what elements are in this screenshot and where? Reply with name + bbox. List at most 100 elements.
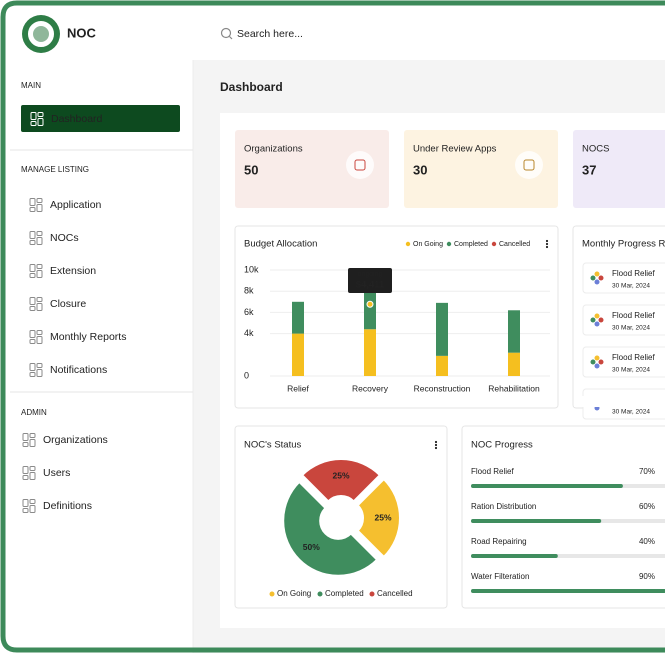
menu-icon bbox=[36, 369, 43, 377]
menu-item[interactable]: Dashboard bbox=[51, 113, 103, 125]
more-menu[interactable] bbox=[434, 443, 438, 447]
menu-item[interactable]: Users bbox=[43, 467, 70, 479]
legend-label: Cancelled bbox=[377, 589, 413, 598]
menu-item[interactable]: NOCs bbox=[50, 232, 79, 244]
report-icon bbox=[598, 317, 604, 323]
tooltip-point bbox=[366, 300, 374, 308]
report-icon bbox=[590, 359, 596, 365]
menu-item[interactable]: Definitions bbox=[43, 500, 92, 512]
y-tick-label: 4k bbox=[244, 328, 254, 338]
menu-icon bbox=[22, 499, 29, 507]
menu-icon bbox=[36, 330, 43, 335]
progress-label: Ration Distribution bbox=[471, 502, 536, 511]
legend-label: On Going bbox=[277, 589, 311, 598]
stat-label: Under Review Apps bbox=[413, 144, 497, 155]
menu-icon bbox=[22, 466, 29, 474]
bar-segment bbox=[508, 352, 520, 376]
bar-segment bbox=[364, 290, 376, 330]
report-icon bbox=[598, 275, 604, 281]
monthly-fade bbox=[574, 396, 665, 407]
progress-label: Flood Relief bbox=[471, 467, 514, 476]
slice-label: 25% bbox=[332, 470, 349, 480]
more-menu[interactable] bbox=[545, 239, 549, 243]
card-title: Monthly Progress Report bbox=[582, 239, 665, 250]
menu-icon bbox=[36, 198, 43, 203]
menu-item[interactable]: Extension bbox=[50, 265, 96, 277]
report-item[interactable] bbox=[582, 262, 665, 294]
legend-swatch bbox=[491, 241, 497, 247]
menu-icon bbox=[29, 297, 36, 305]
more-menu[interactable] bbox=[434, 446, 438, 450]
progress-value: 40% bbox=[639, 537, 655, 546]
menu-icon bbox=[29, 273, 36, 278]
stat-label: Organizations bbox=[244, 144, 303, 155]
progress-value: 90% bbox=[639, 572, 655, 581]
status-card bbox=[234, 425, 448, 609]
menu-item[interactable]: Application bbox=[50, 199, 102, 211]
menu-icon bbox=[29, 330, 36, 338]
menu-active-bg[interactable] bbox=[21, 105, 180, 132]
menu-icon bbox=[36, 303, 43, 311]
legend-label: Cancelled bbox=[499, 241, 530, 248]
menu-item[interactable]: Closure bbox=[50, 298, 86, 310]
tooltip bbox=[348, 268, 392, 293]
report-title: Flood Relief bbox=[612, 353, 655, 362]
stat-value: 37 bbox=[582, 162, 596, 177]
legend-label: Completed bbox=[454, 241, 488, 248]
pie-slice bbox=[356, 477, 401, 559]
more-menu[interactable] bbox=[434, 440, 438, 444]
report-icon bbox=[590, 317, 596, 323]
bar-segment bbox=[508, 310, 520, 353]
menu-icon bbox=[30, 121, 37, 126]
progress-fill bbox=[471, 484, 623, 488]
menu-icon bbox=[36, 270, 43, 278]
menu-icon bbox=[29, 240, 36, 245]
stat-value: 50 bbox=[244, 162, 258, 177]
menu-icon bbox=[29, 439, 36, 447]
progress-fill bbox=[471, 554, 558, 558]
menu-icon bbox=[29, 339, 36, 344]
report-date: 30 Mar, 2024 bbox=[612, 283, 650, 290]
menu-item[interactable]: Monthly Reports bbox=[50, 331, 126, 343]
report-title: Flood Relief bbox=[612, 311, 655, 320]
stat-card bbox=[235, 130, 389, 208]
menu-icon bbox=[36, 336, 43, 344]
y-tick-label: 8k bbox=[244, 286, 254, 296]
pie-slice bbox=[300, 458, 382, 503]
report-icon bbox=[594, 321, 600, 327]
bar-segment bbox=[364, 329, 376, 376]
report-icon bbox=[594, 313, 600, 319]
menu-icon bbox=[22, 442, 29, 447]
more-menu[interactable] bbox=[545, 242, 549, 246]
sidebar-section-title: MANAGE LISTING bbox=[21, 165, 89, 174]
search-input[interactable]: Search here... bbox=[237, 28, 303, 40]
tooltip-value: $4,411 bbox=[356, 280, 385, 291]
menu-icon bbox=[36, 231, 43, 236]
page-title: Dashboard bbox=[220, 80, 283, 94]
search-icon bbox=[220, 27, 232, 39]
report-item[interactable] bbox=[582, 304, 665, 336]
legend-swatch bbox=[269, 591, 275, 597]
sidebar-section-title: MAIN bbox=[21, 81, 41, 90]
menu-icon bbox=[29, 505, 36, 513]
report-icon bbox=[594, 271, 600, 277]
x-tick-label: Rehabilitation bbox=[488, 383, 540, 393]
stat-icon-glyph bbox=[354, 159, 366, 171]
chart-title: Budget Allocation bbox=[244, 239, 317, 250]
menu-item[interactable]: Organizations bbox=[43, 434, 108, 446]
x-tick-label: Relief bbox=[287, 383, 309, 393]
stat-icon bbox=[515, 151, 543, 179]
report-item[interactable] bbox=[582, 346, 665, 378]
more-menu[interactable] bbox=[545, 245, 549, 249]
menu-icon bbox=[22, 433, 29, 441]
menu-icon bbox=[37, 118, 44, 126]
menu-item[interactable]: Notifications bbox=[50, 364, 107, 376]
report-icon bbox=[594, 355, 600, 361]
menu-icon bbox=[36, 204, 43, 212]
x-tick-label: Recovery bbox=[352, 383, 389, 393]
chart-title: NOC's Status bbox=[244, 440, 301, 451]
menu-icon bbox=[29, 372, 36, 377]
legend-label: On Going bbox=[413, 241, 443, 248]
report-icon bbox=[598, 359, 604, 365]
